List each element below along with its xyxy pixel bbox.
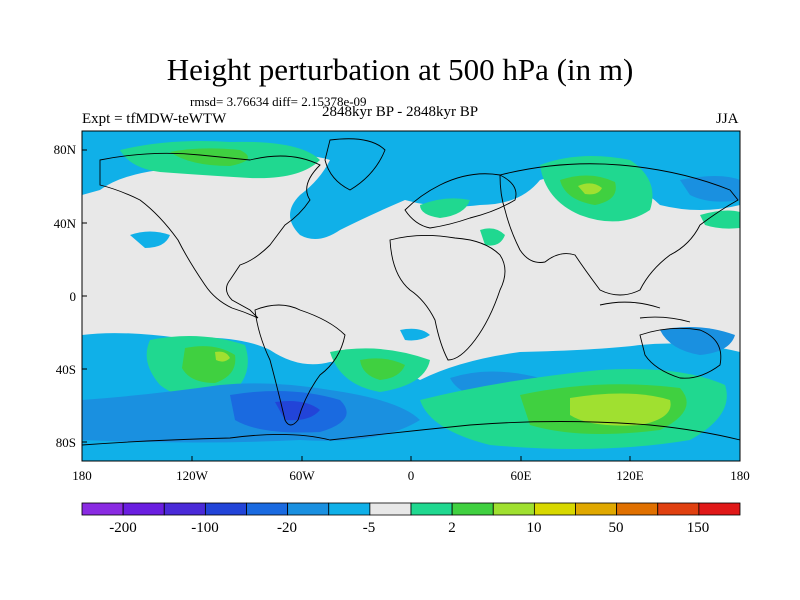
colorbar-swatch <box>287 502 330 516</box>
colorbar-swatch <box>616 502 659 516</box>
colorbar-swatch <box>246 502 289 516</box>
anomaly-region <box>420 198 470 218</box>
anomaly-region <box>170 148 248 166</box>
colorbar-swatch <box>163 502 206 516</box>
anomaly-region <box>578 183 602 195</box>
coastline-south-america <box>254 304 346 426</box>
coastline-asia <box>499 163 739 296</box>
lat-tick-label: 40S <box>56 362 76 377</box>
anomaly-region <box>680 176 740 202</box>
colorbar-swatch <box>451 502 494 516</box>
lon-tick-label: 60W <box>289 468 315 483</box>
anomaly-fields <box>82 131 740 461</box>
coastline-north-america <box>99 152 321 319</box>
map-title: Height perturbation at 500 hPa (in m) <box>166 52 634 87</box>
experiment-label: Expt = tfMDW-teWTW <box>82 111 227 127</box>
coastline-greenland <box>324 138 386 191</box>
longitude-axis: 180 120W 60W 0 60E 120E 180 <box>72 468 750 483</box>
colorbar-swatch <box>533 502 576 516</box>
colorbar <box>81 502 741 516</box>
stats-readout: rmsd= 3.76634 diff= 2.15378e-09 <box>190 94 367 109</box>
colorbar-swatch <box>328 502 371 516</box>
colorbar-swatch <box>575 502 618 516</box>
latitude-axis: 80N 40N 0 40S 80S <box>54 142 77 450</box>
colorbar-label: -100 <box>191 520 219 536</box>
lon-tick-label: 60E <box>511 468 532 483</box>
colorbar-label: 50 <box>609 520 624 536</box>
lon-tick-label: 120E <box>616 468 644 483</box>
anomaly-region <box>700 210 740 229</box>
colorbar-label: 2 <box>448 520 456 536</box>
tick-marks <box>82 149 631 461</box>
lat-tick-label: 40N <box>54 216 77 231</box>
anomaly-region <box>480 228 505 246</box>
season-label: JJA <box>716 111 739 127</box>
coastline-europe <box>404 173 517 229</box>
lat-tick-label: 0 <box>70 289 77 304</box>
colorbar-swatch <box>204 502 247 516</box>
colorbar-swatch <box>81 502 124 516</box>
period-label: 2848kyr BP - 2848kyr BP <box>322 104 479 120</box>
lat-tick-label: 80S <box>56 435 76 450</box>
colorbar-swatch <box>369 502 412 516</box>
coastline-antarctica <box>82 421 740 446</box>
coastline-africa <box>389 234 506 361</box>
coastline-indonesia <box>599 301 691 323</box>
anomaly-region <box>275 401 320 421</box>
lat-tick-label: 80N <box>54 142 77 157</box>
anomaly-region <box>660 326 735 355</box>
colorbar-label: -20 <box>277 520 297 536</box>
colorbar-label: -200 <box>109 520 137 536</box>
anomaly-region <box>360 358 405 380</box>
colorbar-swatch <box>698 502 741 516</box>
lon-tick-label: 180 <box>72 468 92 483</box>
colorbar-swatch <box>122 502 165 516</box>
colorbar-swatch <box>492 502 535 516</box>
colorbar-label: 10 <box>527 520 542 536</box>
colorbar-labels: -200 -100 -20 -5 2 10 50 150 <box>109 520 709 536</box>
lon-tick-label: 0 <box>408 468 415 483</box>
coastline-australia <box>639 327 722 379</box>
anomaly-region <box>570 393 671 426</box>
colorbar-label: -5 <box>363 520 376 536</box>
anomaly-region <box>400 328 430 341</box>
lon-tick-label: 180 <box>730 468 750 483</box>
lon-tick-label: 120W <box>176 468 209 483</box>
anomaly-region <box>130 231 170 248</box>
anomaly-region <box>215 351 230 362</box>
colorbar-label: 150 <box>687 520 710 536</box>
colorbar-swatch <box>410 502 453 516</box>
colorbar-swatch <box>657 502 700 516</box>
coastlines <box>82 138 740 446</box>
